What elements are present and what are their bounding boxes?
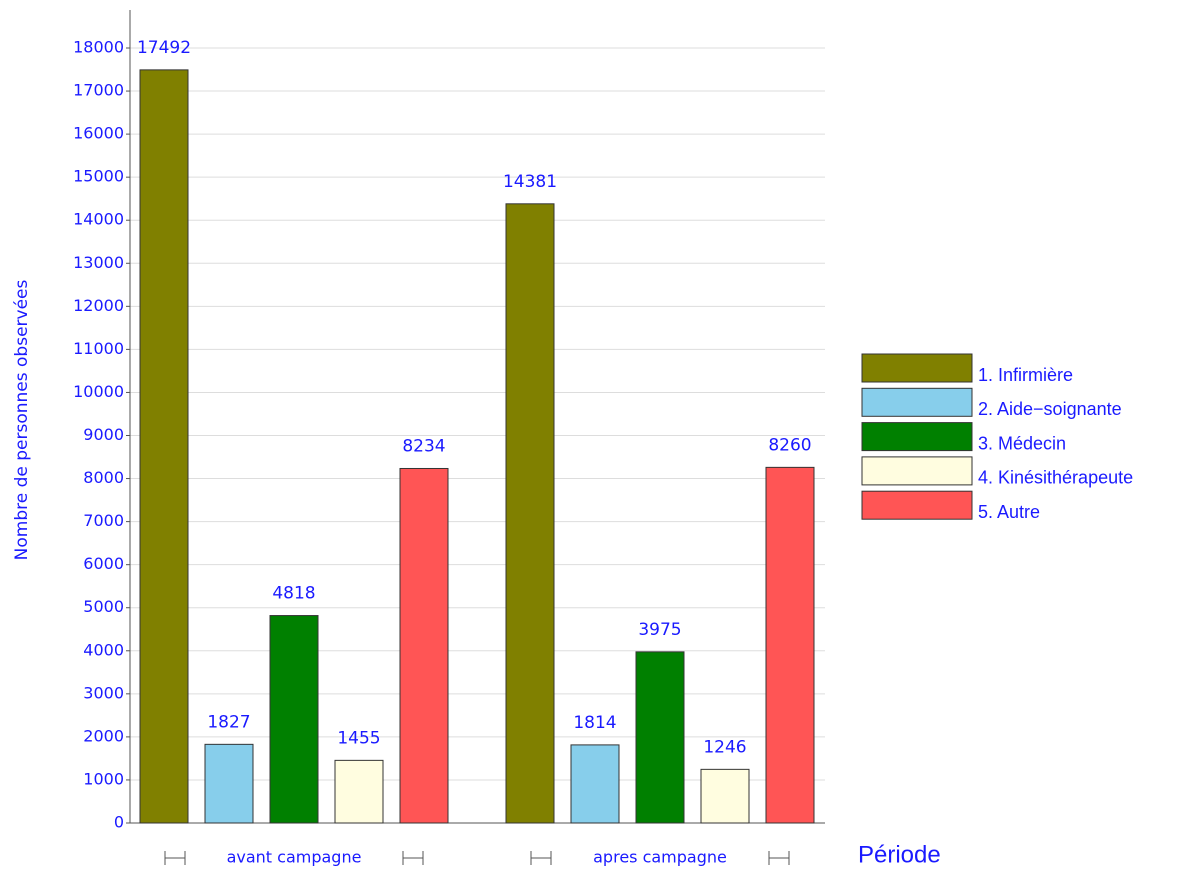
bar <box>139 69 189 824</box>
legend-label: 1. Infirmière <box>978 365 1073 385</box>
value-label: 1827 <box>207 712 250 732</box>
legend-swatch <box>861 490 973 520</box>
x-tick-label: avant campagne <box>227 848 362 867</box>
value-label: 1814 <box>573 713 616 733</box>
bar <box>570 744 620 824</box>
y-tick-label: 15000 <box>73 167 124 186</box>
bar <box>269 615 319 824</box>
value-label: 3975 <box>638 620 681 640</box>
value-label: 8234 <box>402 436 445 456</box>
value-label: 8260 <box>768 435 811 455</box>
x-axis-label: Période <box>858 841 941 868</box>
legend-swatch <box>861 387 973 417</box>
y-tick-label: 1000 <box>83 769 124 788</box>
value-label: 17492 <box>137 38 191 58</box>
bar <box>204 743 254 824</box>
y-tick-label: 17000 <box>73 81 124 100</box>
bar <box>700 768 750 824</box>
y-tick-label: 10000 <box>73 382 124 401</box>
y-tick-label: 2000 <box>83 726 124 745</box>
value-label: 1246 <box>703 737 746 757</box>
y-axis-label: Nombre de personnes observées <box>12 280 32 561</box>
x-tick-label: apres campagne <box>593 848 727 867</box>
y-tick-label: 5000 <box>83 597 124 616</box>
y-tick-label: 8000 <box>83 468 124 487</box>
bar <box>765 466 815 824</box>
y-tick-label: 16000 <box>73 124 124 143</box>
value-label: 14381 <box>503 172 557 192</box>
value-label: 1455 <box>337 728 380 748</box>
legend-label: 3. Médecin <box>978 433 1066 453</box>
y-tick-label: 3000 <box>83 683 124 702</box>
legend-label: 2. Aide−soignante <box>978 399 1122 419</box>
bar <box>505 203 555 824</box>
y-tick-label: 0 <box>114 813 124 832</box>
y-tick-label: 12000 <box>73 296 124 315</box>
value-label: 4818 <box>272 584 315 604</box>
y-tick-label: 9000 <box>83 425 124 444</box>
y-tick-label: 4000 <box>83 640 124 659</box>
y-tick-label: 13000 <box>73 253 124 272</box>
legend-swatch <box>861 422 973 452</box>
legend-label: 5. Autre <box>978 502 1040 522</box>
legend-swatch <box>861 353 973 383</box>
y-tick-label: 7000 <box>83 511 124 530</box>
y-tick-label: 18000 <box>73 38 124 57</box>
bar <box>334 759 384 824</box>
bar <box>635 651 685 824</box>
bar <box>399 467 449 824</box>
y-tick-label: 11000 <box>73 339 124 358</box>
y-tick-label: 14000 <box>73 210 124 229</box>
y-tick-label: 6000 <box>83 554 124 573</box>
legend-label: 4. Kinésithérapeute <box>978 468 1133 488</box>
legend-swatch <box>861 456 973 486</box>
